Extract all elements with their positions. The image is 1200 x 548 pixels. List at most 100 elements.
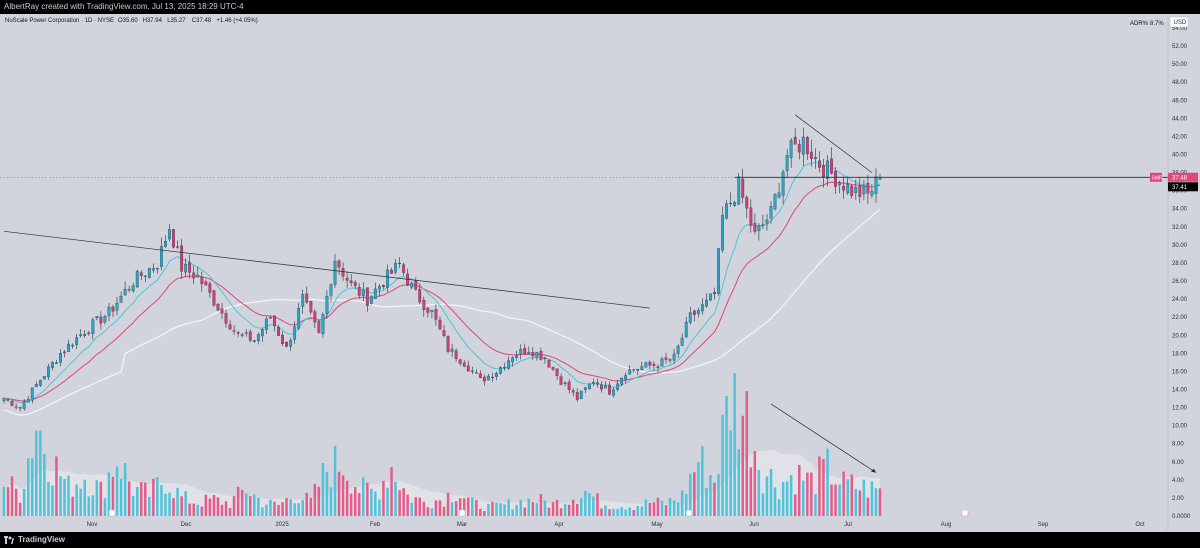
candle-body (491, 376, 494, 379)
y-tick-label: 14.00 (1172, 387, 1188, 393)
volume-bar (467, 497, 470, 516)
volume-bar (628, 507, 631, 516)
y-tick-label: 2.00 (1172, 496, 1184, 502)
volume-bar (382, 480, 385, 516)
volume-bar (483, 511, 486, 516)
volume-bar (826, 448, 829, 516)
candle-body (632, 369, 636, 371)
volume-bar (192, 503, 195, 516)
candle-body (260, 329, 264, 337)
y-tick-label: 52.00 (1172, 44, 1188, 50)
y-tick-label: 8.00 (1172, 442, 1184, 448)
ema-10-line (3, 161, 881, 404)
candle-body (398, 262, 402, 265)
candle-body (63, 351, 66, 353)
x-tick-label: Jul (844, 522, 852, 528)
y-tick-label: 10.00 (1172, 424, 1188, 430)
candle-body (644, 362, 648, 368)
volume-bar (838, 484, 841, 516)
candle-body (785, 155, 789, 171)
candle-body (26, 399, 30, 403)
candle-body (119, 296, 123, 303)
volume-bar (741, 415, 744, 516)
candle-body (830, 158, 833, 174)
candle-body (309, 301, 313, 313)
candle-body (135, 270, 139, 288)
candle-body (212, 290, 216, 306)
candle-body (99, 316, 103, 324)
volume-bar (341, 475, 345, 516)
volume-bar (345, 480, 349, 516)
candle-body (850, 185, 854, 197)
volume-bar (31, 458, 34, 516)
volume-bar (430, 508, 434, 516)
candle-body (168, 229, 171, 240)
volume-bar (99, 481, 103, 516)
candle-body (487, 375, 490, 381)
candlestick-chart[interactable]: 54.00 52.00 50.00 48.00 46.00 44.00 42.00 40.00… (0, 14, 1200, 532)
candle-body (499, 367, 502, 374)
candle-body (866, 183, 870, 194)
candle-body (67, 343, 70, 352)
volume-bar (446, 492, 450, 516)
volume-bar (479, 508, 482, 516)
candle-body (656, 366, 660, 368)
volume-bar (208, 498, 212, 516)
candle-body (446, 336, 450, 352)
candle-body (826, 160, 829, 179)
volume-bar (374, 491, 377, 516)
candle-body (713, 292, 716, 295)
volume-bar (596, 493, 599, 516)
volume-bar (35, 430, 38, 516)
volume-bar (317, 486, 321, 516)
volume-bar (777, 499, 781, 516)
candle-body (79, 334, 83, 337)
candle-body (620, 377, 624, 385)
volume-bar (123, 463, 127, 516)
volume-bar (559, 508, 563, 516)
chart-area[interactable]: 54.00 52.00 50.00 48.00 46.00 44.00 42.00 40.00… (0, 14, 1200, 532)
volume-bar (834, 484, 837, 516)
volume-bar (245, 493, 248, 516)
volume-bar (499, 503, 502, 516)
ma-price-label-bg (1168, 182, 1198, 192)
candle-body (434, 309, 438, 320)
volume-bar (354, 487, 357, 516)
volume-bar (450, 502, 454, 516)
volume-bar (337, 471, 341, 516)
candle-body (608, 384, 611, 395)
y-tick-label: 42.00 (1172, 134, 1188, 140)
volume-bar (321, 463, 325, 516)
tradingview-brand: TradingView (18, 535, 65, 544)
y-tick-label: 12.00 (1172, 406, 1188, 412)
candle-body (22, 401, 26, 409)
adr-label: ADR% (1130, 21, 1149, 27)
candle-body (196, 274, 200, 278)
volume-bar (196, 504, 199, 516)
candle-body (773, 194, 777, 210)
candle-body (438, 319, 442, 330)
candle-body (503, 367, 506, 369)
candle-body (216, 303, 220, 311)
volume-bar (136, 486, 139, 516)
candle-body (236, 332, 240, 334)
volume-bar (604, 505, 607, 516)
candle-body (111, 306, 115, 312)
volume-bar (265, 504, 268, 516)
volume-bar (261, 507, 264, 516)
volume-bar (858, 490, 862, 516)
volume-bar (370, 488, 373, 516)
volume-bar (652, 502, 656, 516)
volume-bar (765, 476, 769, 516)
candle-body (507, 360, 511, 369)
candle-body (688, 312, 692, 323)
volume-bar (592, 496, 595, 516)
candle-body (717, 248, 720, 294)
volume-bar (434, 500, 438, 516)
candle-body (34, 384, 38, 388)
candle-body (139, 272, 143, 276)
x-tick-label: Dec (181, 522, 192, 528)
candle-body (454, 350, 458, 359)
volume-bar (366, 482, 369, 516)
volume-bar (632, 510, 635, 516)
